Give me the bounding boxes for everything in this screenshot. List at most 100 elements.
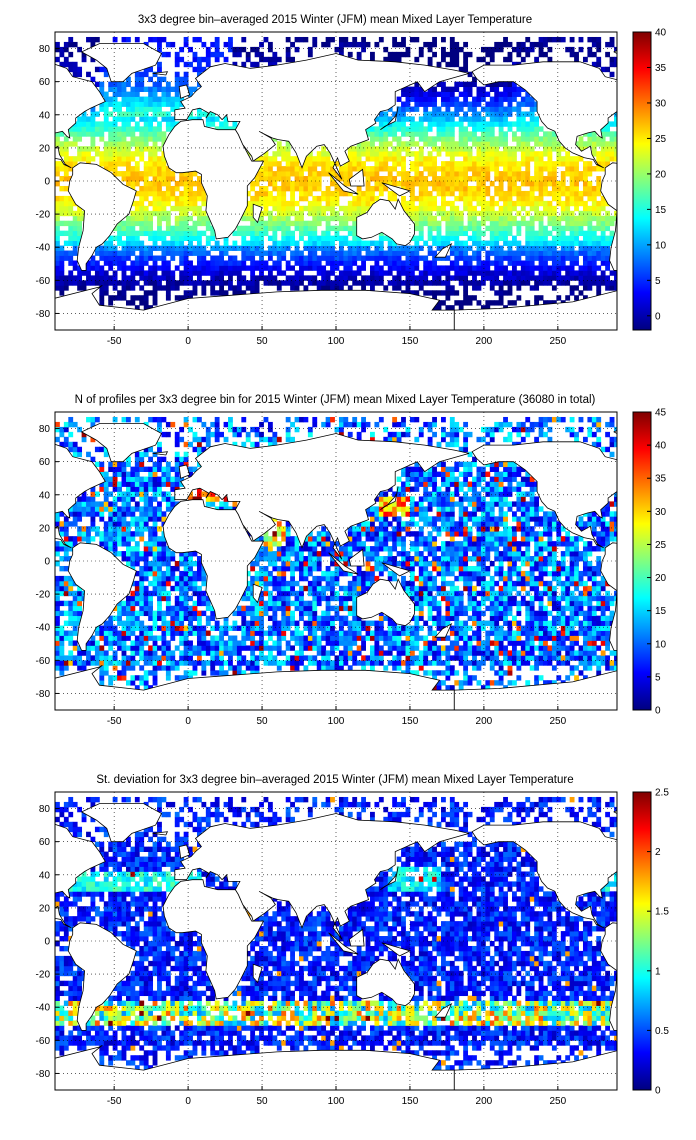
heatmap-cell xyxy=(294,240,300,246)
heatmap-cell xyxy=(272,630,278,636)
heatmap-cell xyxy=(281,600,287,607)
heatmap-cell xyxy=(454,300,460,306)
heatmap-cell xyxy=(414,106,420,112)
heatmap-cell xyxy=(276,575,282,582)
heatmap-cell xyxy=(409,270,415,276)
heatmap-cell xyxy=(55,136,60,142)
heatmap-cell xyxy=(494,146,500,152)
heatmap-cell xyxy=(139,86,145,92)
heatmap-cell xyxy=(409,91,415,97)
heatmap-cell xyxy=(267,176,273,182)
heatmap-cell xyxy=(285,166,291,172)
heatmap-cell xyxy=(467,265,473,271)
heatmap-cell xyxy=(165,210,171,217)
heatmap-cell xyxy=(281,190,287,197)
heatmap-cell xyxy=(108,255,114,261)
heatmap-cell xyxy=(454,220,460,227)
heatmap-cell xyxy=(374,181,380,187)
heatmap-cell xyxy=(427,290,433,296)
heatmap-cell xyxy=(334,161,340,167)
heatmap-cell xyxy=(152,561,158,567)
colorbar xyxy=(632,31,652,331)
heatmap-cell xyxy=(423,275,429,281)
heatmap-cell xyxy=(134,151,140,157)
heatmap-cell xyxy=(183,255,189,261)
heatmap-cell xyxy=(152,471,158,477)
heatmap-cell xyxy=(112,255,118,261)
heatmap-cell xyxy=(418,235,424,241)
heatmap-cell xyxy=(112,630,118,636)
heatmap-cell xyxy=(152,521,158,527)
heatmap-cell xyxy=(72,131,78,137)
heatmap-cell xyxy=(338,205,344,212)
heatmap-cell xyxy=(321,255,327,261)
heatmap-cell xyxy=(68,416,74,423)
heatmap-cell xyxy=(409,141,415,147)
heatmap-cell xyxy=(148,101,154,107)
heatmap-cell xyxy=(338,280,344,286)
heatmap-cell xyxy=(108,300,114,306)
heatmap-cell xyxy=(183,561,189,567)
heatmap-cell xyxy=(125,250,131,256)
heatmap-cell xyxy=(312,210,318,217)
heatmap-cell xyxy=(250,580,256,587)
heatmap-cell xyxy=(179,215,185,222)
heatmap-cell xyxy=(272,645,278,651)
heatmap-cell xyxy=(511,255,517,261)
heatmap-cell xyxy=(68,446,74,453)
heatmap-cell xyxy=(396,51,402,58)
heatmap-cell xyxy=(325,230,331,237)
heatmap-cell xyxy=(143,511,149,517)
heatmap-cell xyxy=(458,245,464,251)
heatmap-cell xyxy=(174,285,180,291)
heatmap-cell xyxy=(55,426,60,433)
heatmap-cell xyxy=(361,141,366,147)
heatmap-cell xyxy=(94,151,100,157)
heatmap-cell xyxy=(59,280,65,286)
heatmap-cell xyxy=(281,245,287,251)
heatmap-cell xyxy=(591,265,597,271)
heatmap-cell xyxy=(267,200,273,207)
heatmap-cell xyxy=(90,516,96,522)
heatmap-cell xyxy=(250,605,256,612)
heatmap-cell xyxy=(179,96,185,102)
heatmap-cell xyxy=(99,66,105,73)
heatmap-cell xyxy=(423,195,429,202)
heatmap-cell xyxy=(63,195,69,202)
heatmap-cell xyxy=(405,210,411,217)
heatmap-cell xyxy=(520,131,526,137)
heatmap-cell xyxy=(551,161,557,167)
heatmap-cell xyxy=(436,240,442,246)
heatmap-cell xyxy=(241,46,247,53)
heatmap-cell xyxy=(108,655,114,661)
heatmap-cell xyxy=(125,91,131,97)
heatmap-cell xyxy=(485,51,491,58)
heatmap-cell xyxy=(529,181,535,187)
heatmap-cell xyxy=(59,431,65,438)
heatmap-cell xyxy=(454,215,460,222)
heatmap-cell xyxy=(165,195,171,202)
heatmap-cell xyxy=(117,131,122,137)
heatmap-cell xyxy=(157,660,162,666)
heatmap-cell xyxy=(321,210,327,217)
heatmap-cell xyxy=(68,650,74,656)
heatmap-cell xyxy=(161,171,167,177)
heatmap-cell xyxy=(498,235,504,241)
heatmap-cell xyxy=(99,645,105,651)
heatmap-cell xyxy=(214,416,220,423)
heatmap-cell xyxy=(77,610,83,617)
heatmap-cell xyxy=(392,156,398,162)
heatmap-cell xyxy=(543,141,548,147)
heatmap-cell xyxy=(228,655,233,661)
y-tick-label: 60 xyxy=(39,77,51,88)
heatmap-cell xyxy=(511,220,517,227)
heatmap-cell xyxy=(179,235,185,241)
heatmap-cell xyxy=(591,205,597,212)
heatmap-cell xyxy=(299,230,304,237)
heatmap-cell xyxy=(352,151,358,157)
heatmap-cell xyxy=(77,146,83,152)
heatmap-cell xyxy=(472,285,477,291)
heatmap-cell xyxy=(174,205,180,212)
heatmap-cell xyxy=(476,141,482,147)
heatmap-cell xyxy=(427,225,433,232)
